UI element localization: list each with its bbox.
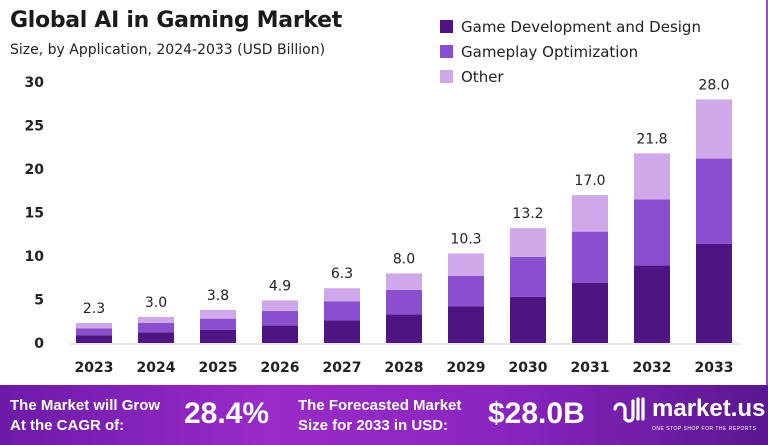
bar-segment-2033-0: [696, 243, 732, 343]
bar-segment-2026-0: [262, 325, 298, 343]
bar-segment-2032-1: [634, 199, 670, 266]
legend-swatch: [440, 20, 453, 33]
stacked-bar-chart: 0510152025302.320233.020243.820254.92026…: [25, 75, 740, 376]
x-tick-label: 2029: [447, 360, 486, 376]
bar-segment-2027-1: [324, 301, 360, 321]
forecast-value: $28.0B: [488, 397, 585, 430]
bar-segment-2030-0: [510, 296, 546, 343]
forecast-label-line-2: Size for 2033 in USD:: [298, 417, 449, 434]
bar-segment-2028-1: [386, 289, 422, 315]
bar-segment-2030-2: [510, 228, 546, 257]
total-label: 21.8: [636, 131, 667, 147]
total-label: 3.0: [145, 295, 167, 311]
bar-segment-2023-1: [76, 328, 112, 336]
bar-segment-2027-2: [324, 288, 360, 302]
legend-swatch: [440, 70, 453, 83]
legend-item-gameplay-optimization: Gameplay Optimization: [440, 39, 701, 64]
bar-segment-2024-1: [138, 322, 174, 333]
bar-segment-2032-2: [634, 153, 670, 200]
total-label: 10.3: [450, 231, 481, 247]
x-tick-label: 2026: [261, 360, 300, 376]
bar-segment-2031-0: [572, 282, 608, 343]
chart-subtitle: Size, by Application, 2024-2033 (USD Bil…: [10, 42, 326, 58]
x-tick-label: 2030: [509, 360, 548, 376]
bar-segment-2025-0: [200, 329, 236, 343]
bar-segment-2023-0: [76, 335, 112, 343]
total-label: 17.0: [574, 173, 605, 189]
legend: Game Development and Design Gameplay Opt…: [440, 14, 701, 89]
cagr-label-line-2: At the CAGR of:: [10, 417, 125, 434]
x-tick-label: 2031: [571, 360, 610, 376]
bar-segment-2025-2: [200, 309, 236, 319]
chart-frame: [766, 0, 768, 385]
total-label: 28.0: [698, 77, 729, 93]
bar-segment-2024-2: [138, 316, 174, 323]
bar-segment-2025-1: [200, 318, 236, 330]
forecast-label: The Forecasted Market Size for 2033 in US…: [298, 396, 461, 436]
y-tick-label: 25: [25, 119, 44, 135]
legend-swatch: [440, 45, 453, 58]
y-tick-label: 0: [34, 336, 44, 352]
x-tick-label: 2033: [695, 360, 734, 376]
bar-segment-2033-1: [696, 158, 732, 244]
legend-label: Game Development and Design: [461, 17, 701, 36]
y-tick-label: 30: [25, 75, 45, 91]
cagr-value: 28.4%: [184, 397, 270, 430]
bar-segment-2026-1: [262, 310, 298, 326]
forecast-label-line-1: The Forecasted Market: [298, 397, 462, 414]
logo-text: market.us: [652, 395, 766, 422]
chart-title: Global AI in Gaming Market: [10, 8, 342, 33]
bar-segment-2029-1: [448, 276, 484, 307]
bar-segment-2029-2: [448, 253, 484, 277]
bar-segment-2029-0: [448, 306, 484, 343]
bar-segment-2031-1: [572, 231, 608, 283]
x-tick-label: 2032: [633, 360, 672, 376]
legend-label: Gameplay Optimization: [461, 42, 639, 61]
x-tick-label: 2024: [137, 360, 176, 376]
total-label: 3.8: [207, 288, 229, 304]
legend-label: Other: [461, 67, 504, 86]
bar-segment-2026-2: [262, 300, 298, 311]
y-tick-label: 15: [25, 206, 44, 222]
bar-segment-2031-2: [572, 195, 608, 232]
bar-segment-2023-2: [76, 322, 112, 329]
bar-segment-2028-0: [386, 314, 422, 343]
x-tick-label: 2023: [75, 360, 114, 376]
bar-segment-2033-2: [696, 99, 732, 159]
logo-icon: [613, 397, 645, 423]
legend-item-game-development: Game Development and Design: [440, 14, 701, 39]
bar-segment-2032-0: [634, 265, 670, 343]
summary-banner: The Market will Grow At the CAGR of: 28.4…: [0, 385, 768, 445]
cagr-label: The Market will Grow At the CAGR of:: [10, 396, 160, 436]
bar-segment-2028-2: [386, 273, 422, 290]
y-tick-label: 5: [34, 293, 44, 309]
cagr-label-line-1: The Market will Grow: [10, 397, 161, 414]
market-us-logo: market.us ONE STOP SHOP FOR THE REPORTS: [612, 395, 766, 441]
bar-segment-2024-0: [138, 332, 174, 343]
x-tick-label: 2028: [385, 360, 424, 376]
x-tick-label: 2025: [199, 360, 238, 376]
legend-item-other: Other: [440, 64, 701, 89]
total-label: 6.3: [331, 266, 353, 282]
total-label: 13.2: [512, 206, 543, 222]
logo-tagline: ONE STOP SHOP FOR THE REPORTS: [652, 426, 757, 432]
y-tick-label: 20: [25, 162, 45, 178]
bar-segment-2027-0: [324, 320, 360, 343]
y-tick-label: 10: [25, 249, 45, 265]
bar-segment-2030-1: [510, 256, 546, 297]
x-tick-label: 2027: [323, 360, 362, 376]
total-label: 4.9: [269, 278, 291, 294]
total-label: 2.3: [83, 301, 105, 317]
total-label: 8.0: [393, 251, 415, 267]
